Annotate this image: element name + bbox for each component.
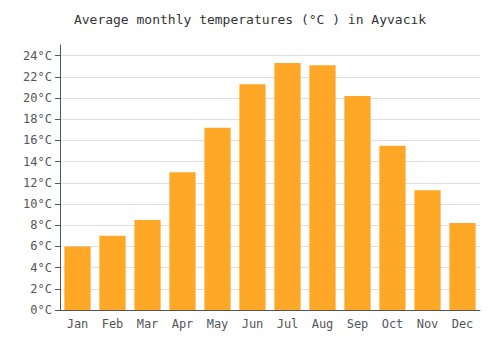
svg-text:22°C: 22°C	[23, 70, 52, 84]
svg-text:14°C: 14°C	[23, 155, 52, 169]
svg-text:Apr: Apr	[172, 317, 194, 331]
svg-text:Oct: Oct	[382, 317, 404, 331]
svg-text:Jul: Jul	[277, 317, 299, 331]
svg-text:Average monthly temperatures (: Average monthly temperatures (°C ) in Ay…	[74, 12, 426, 27]
svg-text:Sep: Sep	[347, 317, 369, 331]
svg-text:8°C: 8°C	[30, 218, 52, 232]
svg-text:May: May	[207, 317, 229, 331]
svg-text:2°C: 2°C	[30, 282, 52, 296]
svg-text:Aug: Aug	[312, 317, 334, 331]
svg-text:10°C: 10°C	[23, 197, 52, 211]
svg-text:Feb: Feb	[102, 317, 124, 331]
svg-text:Mar: Mar	[137, 317, 159, 331]
svg-text:0°C: 0°C	[30, 303, 52, 317]
svg-text:18°C: 18°C	[23, 112, 52, 126]
svg-text:Jun: Jun	[242, 317, 264, 331]
svg-text:4°C: 4°C	[30, 261, 52, 275]
svg-text:16°C: 16°C	[23, 133, 52, 147]
svg-text:24°C: 24°C	[23, 49, 52, 63]
svg-text:Jan: Jan	[67, 317, 89, 331]
svg-text:12°C: 12°C	[23, 176, 52, 190]
svg-text:Nov: Nov	[417, 317, 439, 331]
svg-text:Dec: Dec	[452, 317, 474, 331]
svg-text:6°C: 6°C	[30, 239, 52, 253]
svg-text:20°C: 20°C	[23, 91, 52, 105]
